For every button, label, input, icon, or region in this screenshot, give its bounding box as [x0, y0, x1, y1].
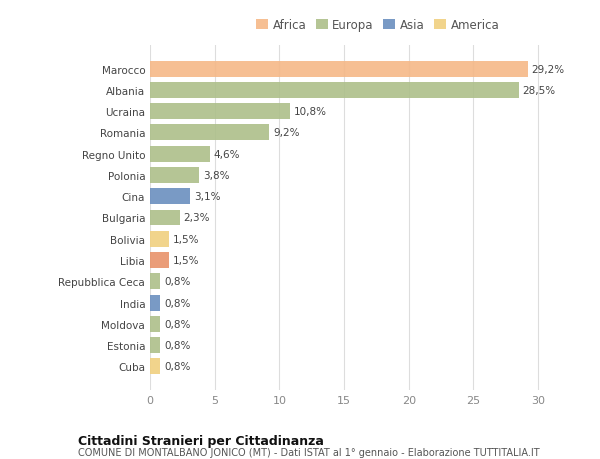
Text: 4,6%: 4,6%: [214, 149, 240, 159]
Legend: Africa, Europa, Asia, America: Africa, Europa, Asia, America: [251, 14, 504, 37]
Text: 3,1%: 3,1%: [194, 192, 220, 202]
Text: COMUNE DI MONTALBANO JONICO (MT) - Dati ISTAT al 1° gennaio - Elaborazione TUTTI: COMUNE DI MONTALBANO JONICO (MT) - Dati …: [78, 448, 539, 458]
Bar: [150, 189, 190, 205]
Text: 28,5%: 28,5%: [523, 86, 556, 96]
Bar: [150, 210, 180, 226]
Text: 10,8%: 10,8%: [293, 107, 326, 117]
Bar: [150, 83, 519, 99]
Bar: [150, 104, 290, 120]
Text: 0,8%: 0,8%: [164, 298, 191, 308]
Text: 0,8%: 0,8%: [164, 340, 191, 350]
Text: 3,8%: 3,8%: [203, 171, 230, 180]
Bar: [150, 231, 169, 247]
Bar: [150, 146, 209, 162]
Bar: [150, 295, 160, 311]
Text: 0,8%: 0,8%: [164, 277, 191, 287]
Bar: [150, 252, 169, 269]
Bar: [150, 337, 160, 353]
Text: 1,5%: 1,5%: [173, 256, 200, 265]
Bar: [150, 316, 160, 332]
Bar: [150, 358, 160, 375]
Text: 0,8%: 0,8%: [164, 319, 191, 329]
Text: 29,2%: 29,2%: [532, 65, 565, 74]
Bar: [150, 125, 269, 141]
Text: 1,5%: 1,5%: [173, 234, 200, 244]
Text: 2,3%: 2,3%: [184, 213, 210, 223]
Text: Cittadini Stranieri per Cittadinanza: Cittadini Stranieri per Cittadinanza: [78, 434, 324, 447]
Text: 0,8%: 0,8%: [164, 362, 191, 371]
Bar: [150, 62, 528, 78]
Text: 9,2%: 9,2%: [273, 128, 299, 138]
Bar: [150, 168, 199, 184]
Bar: [150, 274, 160, 290]
